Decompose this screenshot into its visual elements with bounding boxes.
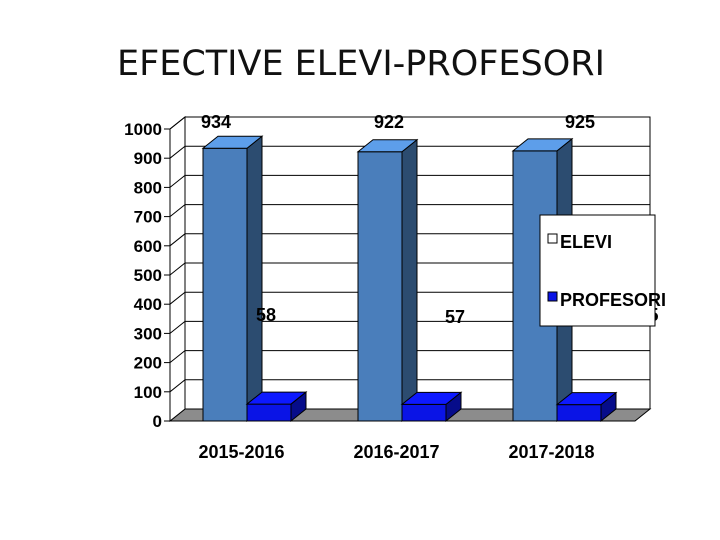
y-tick-label: 800 [134,178,162,197]
data-label-elevi: 934 [201,112,231,132]
y-tick-label: 700 [134,208,162,227]
x-tick-label: 2016-2017 [353,442,439,462]
bar-elevi-top [201,135,264,149]
bar-elevi-side [401,138,418,423]
legend-swatch [547,233,558,244]
bar-profesori-top [245,391,308,405]
gridline [169,204,650,217]
bar-elevi-top [356,139,419,153]
y-tick-label: 300 [134,324,162,343]
y-tick-label: 0 [153,412,162,431]
bar-profesori-top [400,391,463,405]
legend-swatch [547,291,558,302]
data-label-elevi: 925 [565,112,595,132]
gridline [169,320,650,334]
gridline [169,379,650,393]
bar-elevi-top [511,138,574,152]
bar-profesori-front [556,404,602,422]
gridline [169,174,650,188]
data-label-elevi: 922 [374,112,404,132]
gridline [169,291,650,305]
gridline [169,262,650,276]
y-tick-label: 100 [134,383,162,402]
y-tick-label: 1000 [124,120,162,139]
bar-profesori-top [555,392,618,406]
bar-elevi-front [202,147,248,422]
bar-profesori-front [246,403,292,422]
gridline [169,350,650,363]
gridline [169,145,650,159]
gridline [169,116,650,130]
legend-label: ELEVI [560,232,612,252]
x-tick-label: 2015-2016 [198,442,284,462]
y-tick-label: 600 [134,237,162,256]
y-tick-label: 200 [134,354,162,373]
legend: ELEVI PROFESORI [539,214,666,327]
data-label-profesori: 58 [256,305,276,325]
bar-elevi-front [357,151,403,422]
gridline [169,233,650,247]
legend-label: PROFESORI [560,290,666,310]
x-tick-label: 2017-2018 [508,442,594,462]
y-tick-label: 900 [134,149,162,168]
bar-elevi-side [246,135,263,423]
y-tick-label: 500 [134,266,162,285]
bar-profesori-front [401,403,447,422]
data-label-profesori: 57 [445,307,465,327]
y-tick-label: 400 [134,295,162,314]
page-title: EFECTIVE ELEVI-PROFESORI [117,44,605,84]
legend-box [539,214,656,327]
